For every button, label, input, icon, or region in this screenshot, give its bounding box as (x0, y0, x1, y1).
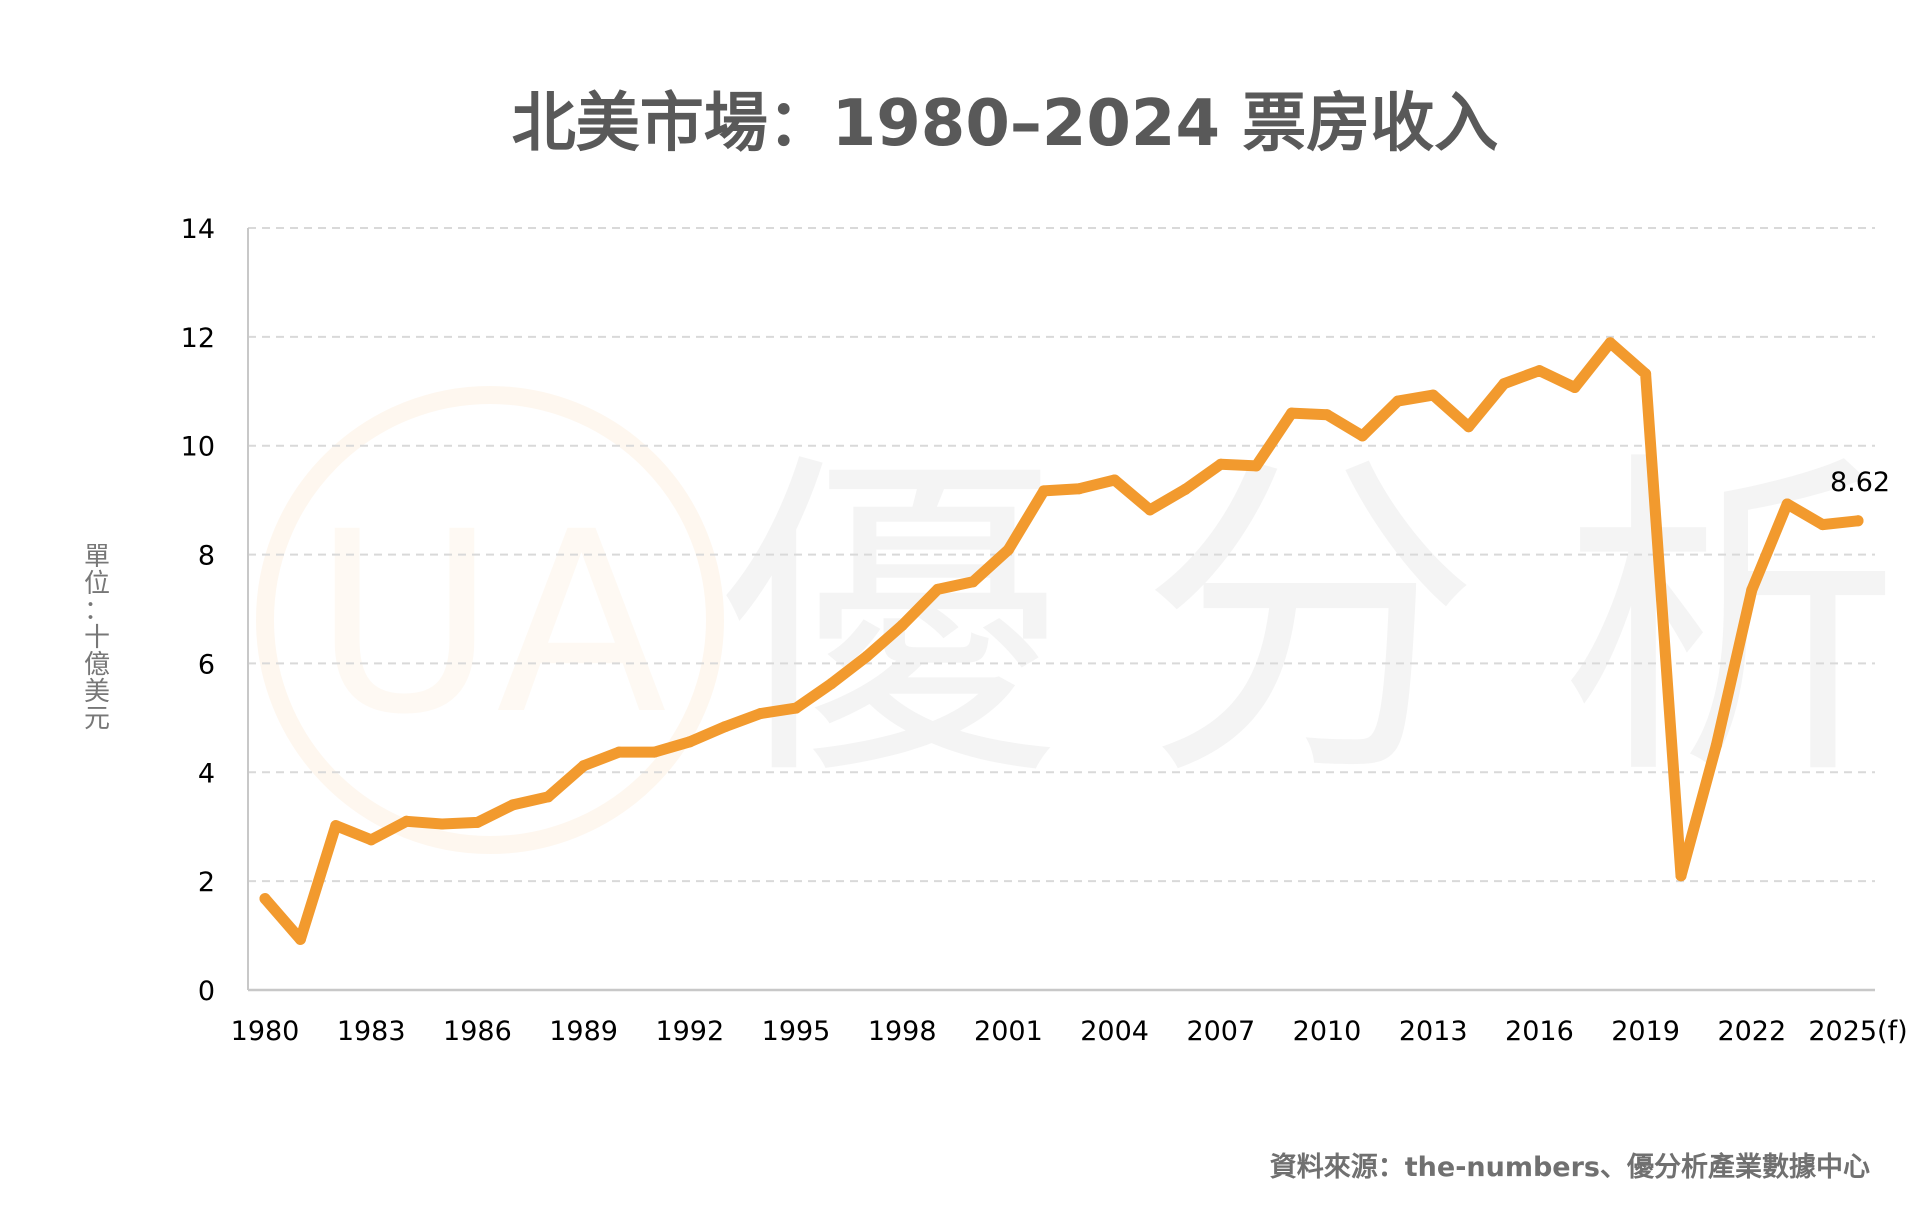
y-axis-label-char: ： (84, 596, 110, 626)
data-point (259, 893, 271, 905)
y-axis-label-char: 億 (84, 650, 110, 680)
data-point (967, 576, 979, 588)
data-point (1286, 407, 1298, 419)
data-point (578, 760, 590, 772)
data-point (1250, 460, 1262, 472)
data-point (755, 708, 767, 719)
x-tick-label: 2016 (1505, 1016, 1574, 1047)
y-tick-label: 14 (181, 214, 215, 245)
x-tick-label: 2025(f) (1808, 1016, 1907, 1047)
data-point (1463, 421, 1475, 433)
data-point (1533, 365, 1545, 377)
x-tick-label: 2001 (974, 1016, 1043, 1047)
data-point (401, 815, 413, 827)
data-point (790, 702, 802, 714)
data-point (861, 650, 873, 662)
x-tick-label: 1998 (868, 1016, 937, 1047)
data-point (1392, 395, 1404, 407)
x-tick-label: 1980 (231, 1016, 300, 1047)
data-label: 8.62 (1830, 467, 1890, 498)
data-point (1675, 870, 1687, 882)
gridlines (248, 227, 1875, 883)
data-point (1569, 382, 1581, 393)
data-point (684, 736, 696, 748)
x-tick-label: 2019 (1611, 1016, 1680, 1047)
data-point (1427, 389, 1439, 401)
data-point (365, 834, 377, 846)
data-point (896, 619, 908, 631)
watermark: UA 優分析 (256, 386, 1920, 854)
data-point (1852, 515, 1864, 527)
y-tick-label: 6 (198, 649, 215, 680)
y-tick-labels: 0 2 4 6 8 10 12 14 (181, 214, 215, 1007)
y-axis-label-char: 元 (84, 704, 110, 734)
data-point (1604, 337, 1616, 349)
x-tick-label: 2010 (1293, 1016, 1362, 1047)
watermark-logo-ring (256, 386, 724, 854)
x-tick-labels: 1980 1983 1986 1989 1992 1995 1998 2001 2004 2007… (231, 1016, 1908, 1047)
data-labels: 8.62 (1830, 467, 1890, 498)
data-point (471, 816, 483, 828)
data-point (1109, 474, 1121, 486)
x-tick-label: 1986 (443, 1016, 512, 1047)
data-point (1215, 458, 1227, 470)
x-tick-label: 2013 (1399, 1016, 1468, 1047)
x-tick-label: 1992 (655, 1016, 724, 1047)
series-line (259, 337, 1864, 945)
y-axis-label-char: 十 (84, 623, 110, 653)
data-point (1746, 584, 1758, 596)
y-tick-label: 0 (198, 976, 215, 1007)
x-tick-label: 1983 (337, 1016, 406, 1047)
data-point (1781, 498, 1793, 510)
y-axis-label-char: 位 (84, 569, 110, 599)
series-group (259, 337, 1864, 945)
x-tick-label: 2022 (1717, 1016, 1786, 1047)
data-point (330, 820, 342, 832)
data-point (1073, 483, 1085, 495)
x-tick-label: 2004 (1080, 1016, 1149, 1047)
watermark-logo-text: UA (313, 478, 667, 769)
data-point (825, 678, 837, 690)
data-point (542, 791, 554, 803)
watermark-text: 優分析 (720, 425, 1920, 821)
data-point (294, 933, 306, 945)
y-tick-label: 10 (181, 432, 215, 463)
y-tick-label: 4 (198, 758, 215, 789)
source-note: 資料來源：the-numbers、優分析產業數據中心 (1270, 1151, 1870, 1183)
y-axis-label-char: 美 (84, 677, 110, 707)
data-point (1356, 430, 1368, 442)
data-point (1179, 483, 1191, 495)
data-point (1038, 485, 1050, 497)
data-point (1817, 519, 1829, 531)
data-point (1710, 739, 1722, 751)
data-point (1002, 544, 1014, 556)
x-tick-label: 1995 (762, 1016, 831, 1047)
y-axis-label-char: 單 (84, 542, 110, 572)
chart-title: 北美市場：1980–2024 票房收入 (512, 87, 1499, 161)
data-point (507, 799, 519, 811)
y-tick-label: 2 (198, 867, 215, 898)
x-tick-label: 2007 (1186, 1016, 1255, 1047)
data-point (436, 818, 448, 830)
y-tick-label: 8 (198, 541, 215, 572)
data-point (1498, 378, 1510, 390)
data-point (932, 583, 944, 595)
data-point (613, 746, 625, 758)
y-tick-label: 12 (181, 323, 215, 354)
data-point (1640, 368, 1652, 380)
data-point (1144, 504, 1156, 516)
data-point (1321, 409, 1333, 421)
data-point (648, 746, 660, 758)
data-point (719, 721, 731, 733)
x-tick-label: 1989 (549, 1016, 618, 1047)
